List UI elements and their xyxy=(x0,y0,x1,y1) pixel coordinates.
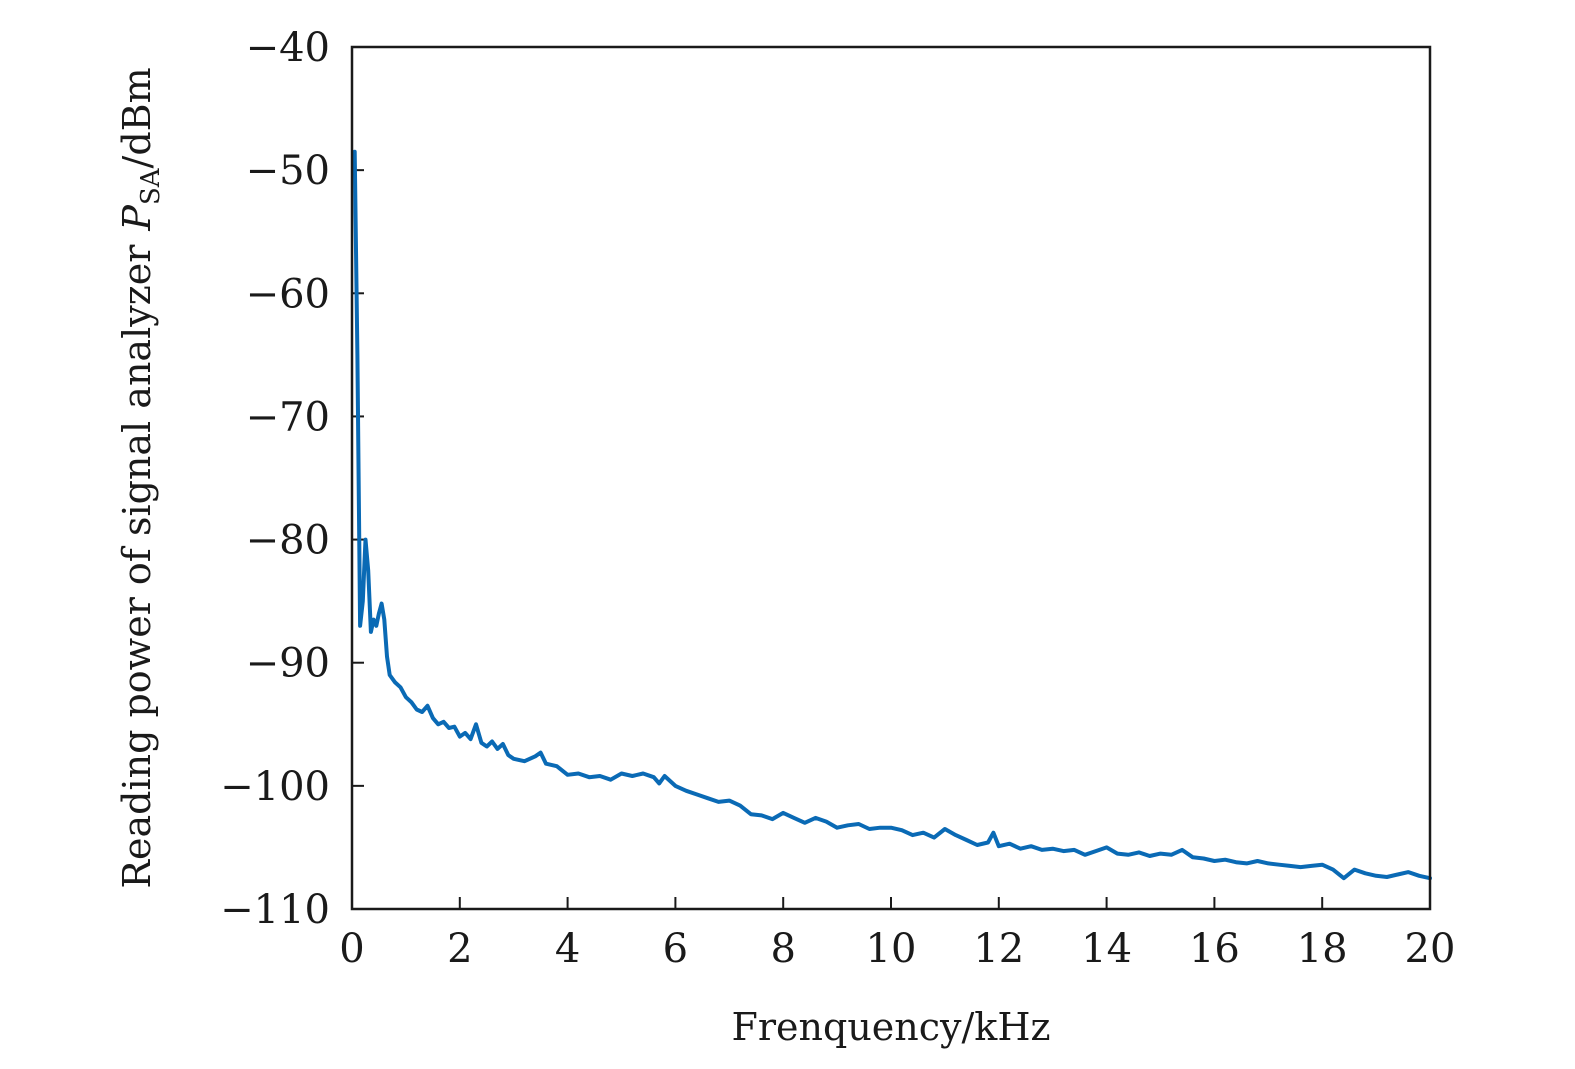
y-axis-label-subscript: SA xyxy=(136,167,166,205)
y-axis-label-unit: /dBm xyxy=(115,67,159,168)
x-tick-label: 12 xyxy=(973,926,1024,972)
x-tick-label: 6 xyxy=(663,926,688,972)
y-axis-label-text: Reading power of signal analyzer xyxy=(115,244,159,889)
y-axis-label: Reading power of signal analyzer PSA/dBm xyxy=(115,67,166,888)
x-tick-label: 18 xyxy=(1297,926,1348,972)
axis-tick-labels: 0 2 4 6 8 10 12 14 16 18 20 −40 −50 −60 −70 −80 −90 −100 −… xyxy=(220,25,1455,972)
y-tick-label: −100 xyxy=(220,764,330,810)
data-series xyxy=(352,149,1432,881)
x-axis-label: Frenquency/kHz xyxy=(732,1005,1051,1049)
y-tick-label: −80 xyxy=(246,518,330,564)
x-tick-label: 4 xyxy=(555,926,580,972)
y-tick-label: −90 xyxy=(246,641,330,687)
x-tick-label: 8 xyxy=(770,926,795,972)
x-tick-label: 0 xyxy=(339,926,364,972)
x-tick-label: 14 xyxy=(1081,926,1132,972)
y-tick-label: −110 xyxy=(220,887,330,933)
x-tick-label: 2 xyxy=(447,926,472,972)
y-tick-label: −50 xyxy=(246,148,330,194)
y-tick-label: −60 xyxy=(246,271,330,317)
y-tick-label: −70 xyxy=(246,394,330,440)
x-tick-label: 16 xyxy=(1189,926,1240,972)
x-tick-label: 10 xyxy=(866,926,917,972)
y-tick-label: −40 xyxy=(246,25,330,71)
x-tick-label: 20 xyxy=(1405,926,1456,972)
plot-frame xyxy=(350,45,1432,911)
series-line xyxy=(352,149,1432,881)
y-axis-label-symbol: P xyxy=(115,204,159,232)
